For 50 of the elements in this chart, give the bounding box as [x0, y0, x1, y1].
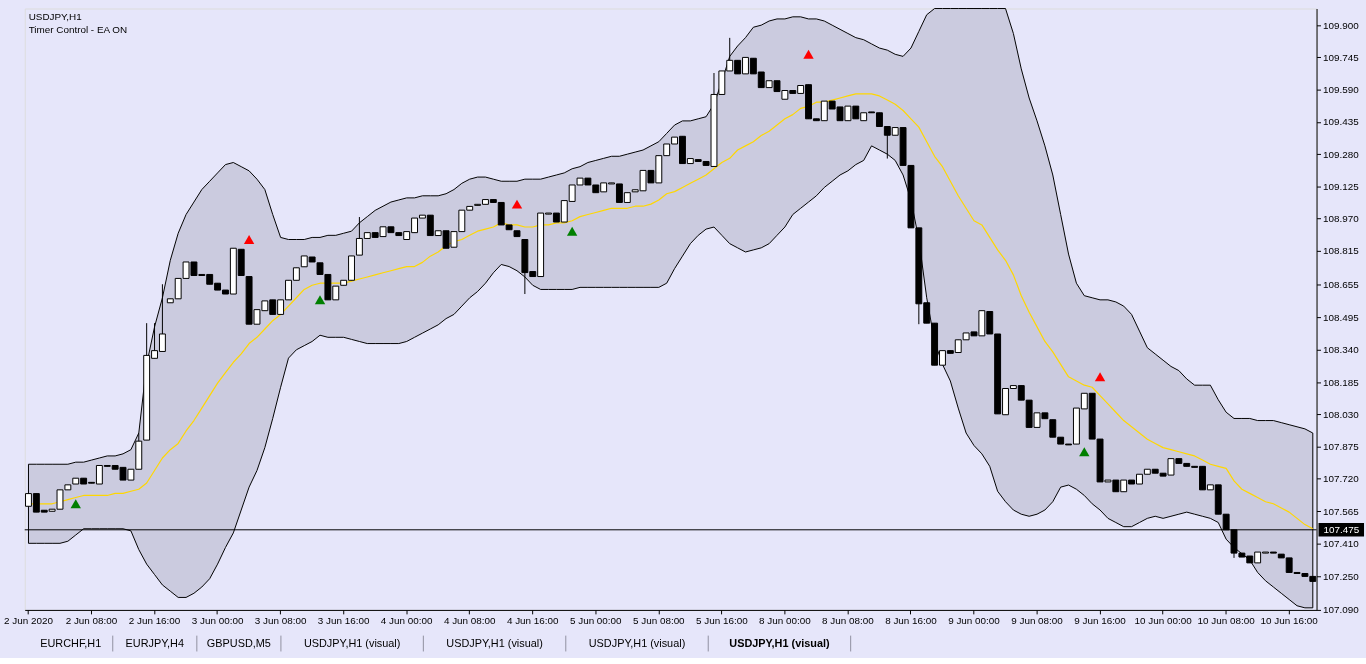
x-tick-label: 4 Jun 08:00 [443, 615, 497, 627]
x-tick-label: 3 Jun 16:00 [317, 615, 370, 627]
x-tick-label: 5 Jun 16:00 [696, 615, 749, 627]
text: USDJPY,H1 (visual) [446, 636, 543, 649]
text: Timer Control - EA ON [28, 24, 128, 36]
y-tick-label: 108.815 [1322, 245, 1360, 257]
x-tick-label: 5 Jun 00:00 [569, 615, 623, 627]
x-tick-label: 9 Jun 16:00 [1074, 615, 1127, 627]
text: GBPUSD,M5 [206, 636, 271, 649]
x-tick-label: 2 Jun 16:00 [128, 615, 181, 627]
x-tick-label: 2 Jun 2020 [4, 615, 54, 627]
y-tick-label: 109.900 [1322, 19, 1360, 31]
y-tick-label: 108.970 [1322, 213, 1360, 225]
x-tick-label: 9 Jun 08:00 [1011, 615, 1064, 627]
y-tick-label: 107.250 [1322, 571, 1360, 583]
x-tick-label: 10 Jun 08:00 [1197, 615, 1256, 627]
x-tick-label: 4 Jun 00:00 [380, 615, 433, 627]
y-tick-label: 108.030 [1322, 408, 1360, 420]
x-tick-label: 10 Jun 16:00 [1260, 615, 1319, 627]
x-tick-label: 10 Jun 00:00 [1134, 615, 1193, 627]
y-tick-label: 108.655 [1322, 278, 1360, 290]
y-tick-label: 109.745 [1322, 51, 1360, 63]
y-tick-label: 107.720 [1322, 473, 1360, 485]
chart-title: USDJPY,H1 [28, 11, 83, 23]
y-tick-label: 107.090 [1322, 604, 1360, 616]
y-tick-label: 108.495 [1322, 312, 1360, 323]
x-tick-label: 8 Jun 16:00 [885, 615, 938, 627]
text: USDJPY,H1 (visual) [729, 636, 830, 649]
x-tick-label: 8 Jun 08:00 [822, 615, 875, 627]
y-tick-label: 107.565 [1322, 505, 1360, 517]
x-tick-label: 5 Jun 08:00 [633, 615, 686, 627]
text: EURJPY,H4 [125, 636, 185, 649]
x-tick-label: 4 Jun 16:00 [506, 615, 560, 627]
x-tick-label: 3 Jun 00:00 [191, 615, 244, 627]
x-tick-label: 9 Jun 00:00 [948, 615, 1001, 627]
x-tick-label: 3 Jun 08:00 [254, 615, 307, 627]
ref-line-label: 107.475 [1323, 523, 1360, 535]
text: USDJPY,H1 (visual) [303, 636, 401, 649]
y-tick-label: 107.410 [1322, 537, 1360, 549]
y-tick-label: 109.435 [1322, 116, 1360, 128]
text: USDJPY,H1 (visual) [588, 636, 686, 649]
y-tick-label: 109.125 [1322, 180, 1360, 192]
y-tick-label: 108.340 [1322, 344, 1360, 356]
y-tick-label: 109.590 [1322, 84, 1360, 96]
x-tick-label: 8 Jun 00:00 [759, 615, 812, 627]
y-tick-label: 108.185 [1322, 376, 1360, 388]
y-tick-label: 109.280 [1322, 148, 1360, 160]
x-tick-label: 2 Jun 08:00 [65, 615, 118, 627]
text: EURCHF,H1 [40, 636, 102, 649]
y-tick-label: 107.875 [1322, 441, 1360, 453]
